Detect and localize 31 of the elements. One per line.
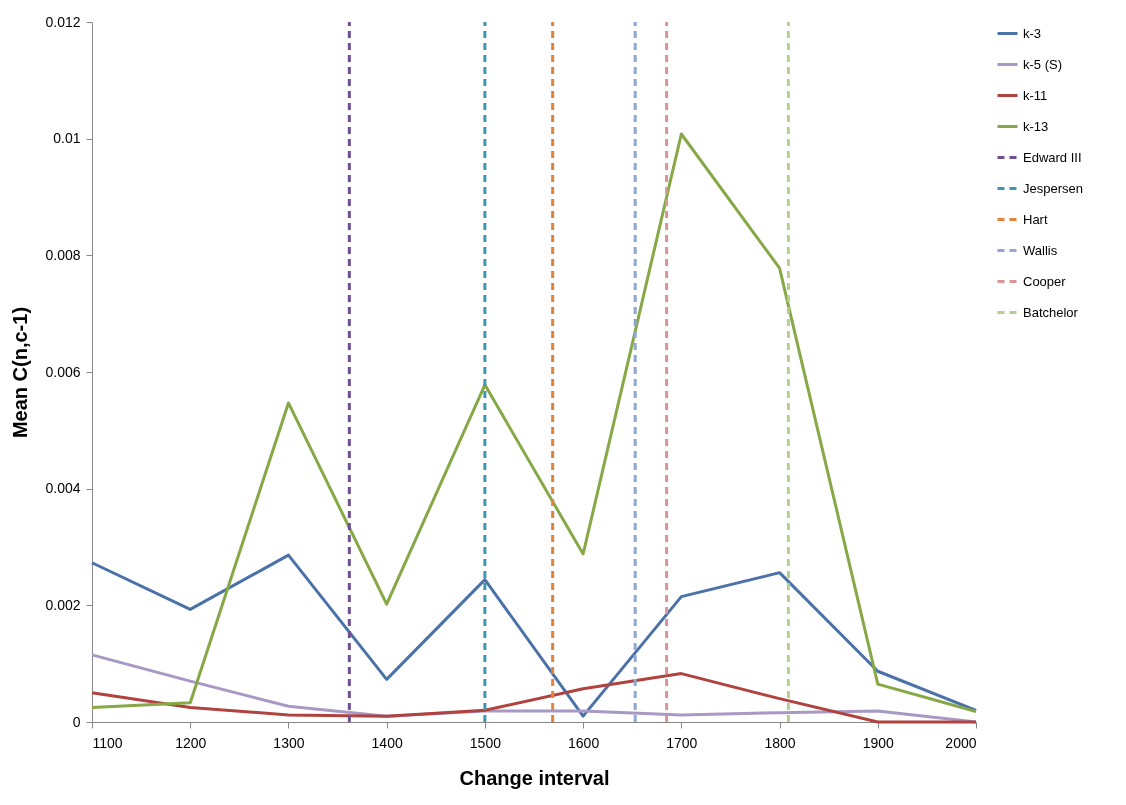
y-tick-label: 0.008 xyxy=(45,246,81,263)
x-tick-label: 1600 xyxy=(568,734,600,751)
x-tick-label: 1200 xyxy=(175,734,207,751)
x-tick-label: 1100 xyxy=(92,734,123,751)
legend-label: Jespersen xyxy=(1023,180,1083,196)
y-tick-label: 0.006 xyxy=(45,363,81,380)
legend-label: k-11 xyxy=(1023,87,1048,103)
legend-label: k-5 (S) xyxy=(1023,56,1062,72)
x-tick-label: 1900 xyxy=(862,734,895,751)
x-tick-label: 1700 xyxy=(666,734,698,751)
y-tick-label: 0.004 xyxy=(45,480,81,497)
line-series xyxy=(90,132,978,713)
legend-label: Cooper xyxy=(1023,273,1067,289)
legend-label: Batchelor xyxy=(1023,304,1079,320)
y-tick-label: 0.002 xyxy=(45,596,81,613)
x-tick-label: 1800 xyxy=(764,734,796,751)
x-tick-label: 2000 xyxy=(945,734,977,751)
legend-label: Hart xyxy=(1023,211,1048,227)
x-axis-title: Change interval xyxy=(459,766,610,789)
x-tick-label: 1300 xyxy=(273,734,305,751)
y-tick-label: 0.01 xyxy=(53,130,81,147)
legend-label: k-13 xyxy=(1023,118,1049,134)
legend-label: Edward III xyxy=(1023,149,1082,165)
y-tick-label: 0 xyxy=(72,713,81,730)
legend-label: k-3 xyxy=(1023,25,1042,41)
y-tick-label: 0.012 xyxy=(45,13,81,30)
x-tick-label: 1400 xyxy=(371,734,403,751)
y-axis-title: Mean C(n,c-1) xyxy=(9,306,32,439)
line-series xyxy=(90,553,978,718)
x-tick-label: 1500 xyxy=(469,734,502,751)
legend-label: Wallis xyxy=(1023,242,1058,258)
